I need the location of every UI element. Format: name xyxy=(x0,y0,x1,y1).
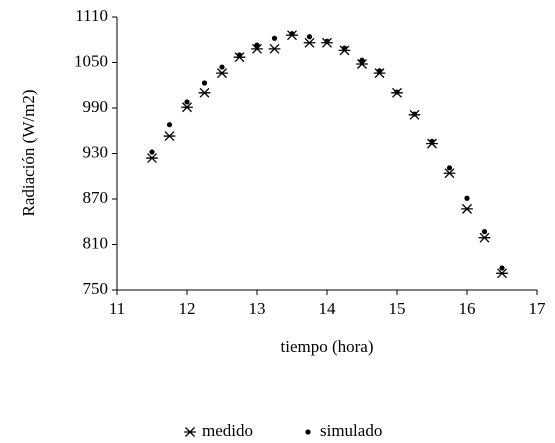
point xyxy=(376,68,383,74)
point xyxy=(198,87,211,98)
point xyxy=(356,59,368,69)
point xyxy=(394,89,400,95)
x-tick-label: 17 xyxy=(529,299,547,318)
point xyxy=(201,80,208,86)
point xyxy=(324,38,330,44)
point xyxy=(429,138,435,144)
point xyxy=(306,34,313,40)
point xyxy=(496,268,508,279)
legend-marker xyxy=(184,427,196,437)
point xyxy=(236,52,243,58)
x-axis-label: tiempo (hora) xyxy=(281,337,374,356)
y-tick-label: 810 xyxy=(83,233,109,252)
y-tick-label: 1050 xyxy=(74,51,108,70)
point xyxy=(446,165,453,171)
x-tick-label: 13 xyxy=(249,299,266,318)
point xyxy=(303,37,316,48)
point xyxy=(461,203,473,214)
y-tick-label: 990 xyxy=(83,97,109,116)
point xyxy=(271,35,278,41)
y-axis-label: Radiación (W/m2) xyxy=(19,90,38,217)
legend-label: medido xyxy=(202,421,253,440)
y-tick-label: 930 xyxy=(83,142,109,161)
point xyxy=(254,42,260,48)
point xyxy=(166,122,173,128)
point xyxy=(411,111,418,117)
point xyxy=(146,153,158,164)
point xyxy=(341,45,348,51)
point xyxy=(289,31,295,37)
point xyxy=(181,102,193,113)
point xyxy=(443,168,456,179)
y-tick-label: 750 xyxy=(83,279,109,298)
point xyxy=(499,265,505,271)
y-tick-label: 870 xyxy=(83,188,109,207)
point xyxy=(184,99,190,105)
point xyxy=(219,64,225,70)
point xyxy=(216,68,228,79)
y-tick-label: 1110 xyxy=(75,6,108,25)
x-tick-label: 11 xyxy=(109,299,125,318)
x-tick-label: 14 xyxy=(319,299,337,318)
x-tick-label: 15 xyxy=(389,299,406,318)
point xyxy=(251,43,263,54)
x-tick-label: 16 xyxy=(459,299,476,318)
legend-label: simulado xyxy=(320,421,382,440)
point xyxy=(481,229,488,235)
legend-marker xyxy=(305,429,311,435)
point xyxy=(359,57,365,63)
point xyxy=(464,195,470,201)
point xyxy=(163,131,176,142)
point xyxy=(149,149,155,155)
point xyxy=(478,232,491,243)
x-tick-label: 12 xyxy=(179,299,196,318)
point xyxy=(268,43,281,54)
